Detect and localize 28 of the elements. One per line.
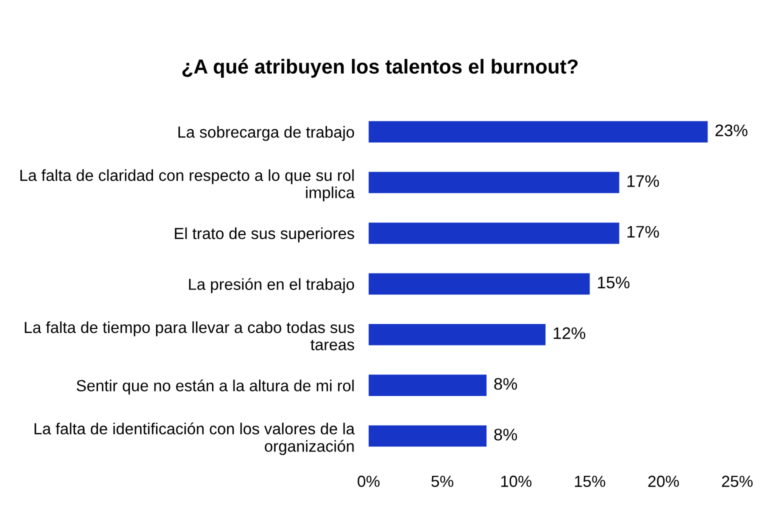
bar (368, 222, 620, 244)
bar (368, 121, 708, 142)
data-label: 15% (598, 276, 630, 288)
bar (368, 374, 487, 396)
bar (368, 273, 590, 295)
y-tick-label: La sobrecarga de trabajo (178, 126, 354, 141)
data-label: 12% (554, 327, 586, 340)
chart-title: ¿A qué atribuyen los talentos el burnout? (182, 58, 578, 78)
x-tick-label: 0% (358, 476, 380, 487)
x-tick-label: 10% (501, 476, 532, 487)
data-label: 17% (627, 175, 659, 187)
y-tick-label: La falta de claridad con respecto a lo que su rol implica (20, 169, 355, 202)
data-label: 8% (494, 428, 517, 440)
bar (368, 172, 620, 194)
x-tick-label: 15% (574, 476, 606, 487)
y-tick-label: La presión en el trabajo (189, 278, 354, 294)
data-label: 8% (494, 378, 517, 390)
y-tick-label: El trato de sus superiores (174, 227, 354, 242)
y-tick-label: Sentir que no están a la altura de mi rol (76, 379, 354, 395)
y-tick-label: La falta de tiempo para llevar a cabo todas sus tareas (24, 321, 354, 350)
y-tick-label: La falta de identificación con los valores de la organización (34, 422, 355, 456)
bar (368, 324, 546, 346)
bar (368, 425, 487, 447)
x-tick-label: 20% (648, 476, 679, 487)
x-tick-label: 25% (722, 476, 753, 487)
x-tick-label: 5% (431, 476, 454, 487)
data-label: 17% (627, 226, 659, 238)
data-label: 23% (715, 124, 748, 136)
